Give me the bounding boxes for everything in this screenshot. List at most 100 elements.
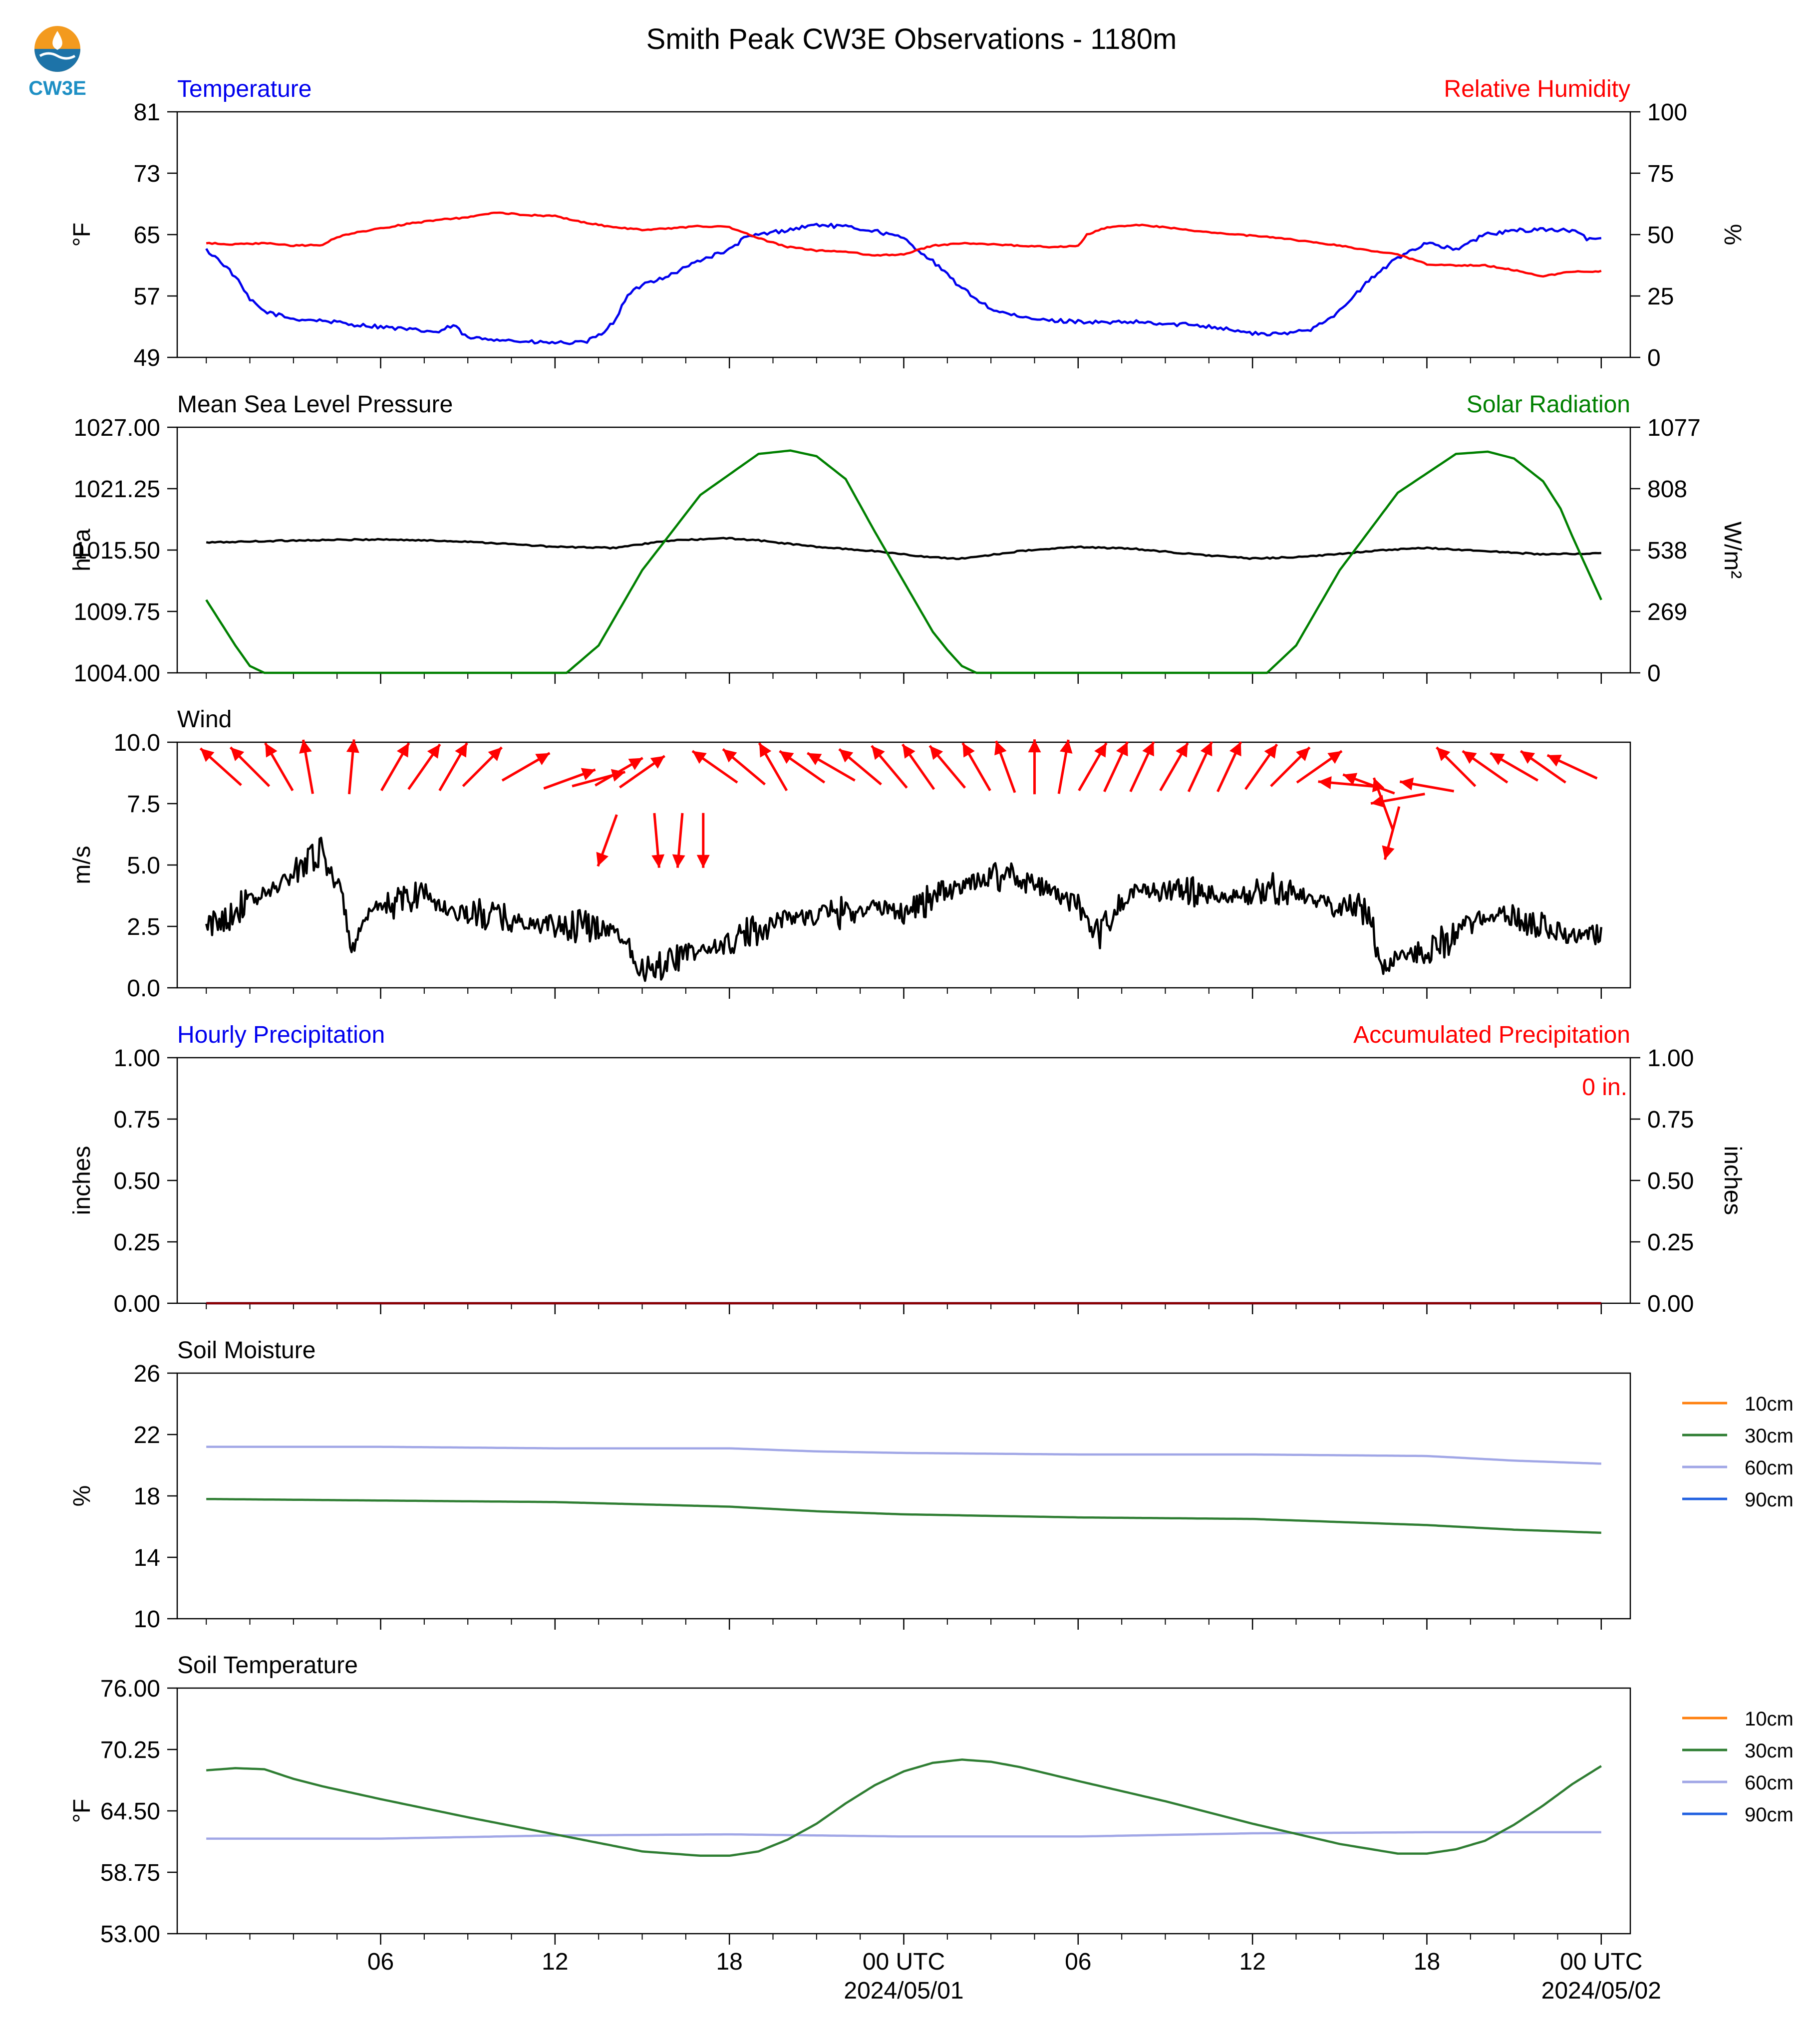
- y-tick-label: 53.00: [100, 1921, 160, 1948]
- panel-title-left: Soil Temperature: [177, 1652, 358, 1679]
- y-right-tick-label: 0: [1647, 345, 1661, 371]
- wind-arrow: [838, 748, 882, 786]
- wind-arrow: [902, 743, 935, 790]
- y-right-tick-label: 0: [1647, 660, 1661, 687]
- logo-water-icon: [34, 49, 80, 72]
- wind-arrow: [691, 750, 738, 784]
- wind-arrow-head: [200, 748, 215, 762]
- wind-arrow: [1270, 746, 1311, 787]
- wind-arrow-head: [1327, 751, 1342, 764]
- wind-arrow-head: [650, 756, 665, 769]
- wind-arrow-head: [488, 747, 502, 761]
- wind-arrow-head: [346, 739, 359, 753]
- wind-arrow: [758, 742, 788, 792]
- y-tick-label: 0.0: [127, 975, 160, 1002]
- wind-arrow: [501, 752, 551, 782]
- y-tick-label: 0.50: [114, 1168, 160, 1194]
- x-tick-label: 00 UTC: [1560, 1949, 1642, 1975]
- wind-arrow-head: [1229, 742, 1241, 757]
- wind-arrow-head: [581, 768, 596, 781]
- panel-soil-moisture: 10 14 18 22 26% Soil Moisture 10cm 30cm 60cm 90cm: [69, 1337, 1794, 1633]
- wind-arrow-head: [1372, 778, 1385, 793]
- wind-arrow: [1028, 739, 1041, 795]
- y-right-axis-label: W/m²: [1719, 522, 1746, 579]
- wind-arrow: [779, 750, 826, 784]
- series-line-solar-radiation: [205, 449, 1602, 674]
- y-right-tick-label: 269: [1647, 599, 1687, 625]
- wind-arrow: [380, 742, 410, 792]
- wind-arrow-head: [1296, 747, 1310, 761]
- plot-frame: [176, 1372, 1631, 1620]
- wind-arrow-head: [672, 854, 685, 868]
- panel-pressure-solar: 1004.00 1009.75 1015.50 1021.25 1027.00 0 269 5…: [69, 391, 1746, 687]
- series-line-temperature: [205, 223, 1602, 345]
- wind-arrow: [1057, 739, 1073, 794]
- wind-arrow: [1187, 741, 1213, 793]
- wind-arrow-head: [779, 751, 794, 764]
- panel-wind: 0.0 2.5 5.0 7.5 10.0 m/s Wind: [69, 706, 1631, 1002]
- y-axis-label: %: [69, 1485, 95, 1507]
- wind-arrow-head: [759, 743, 772, 758]
- cw3e-logo: CW3E: [28, 26, 86, 99]
- y-tick-label: 1015.50: [73, 538, 160, 564]
- wind-arrow-head: [1094, 743, 1107, 758]
- wind-arrow: [1382, 806, 1401, 860]
- legend-label: 90cm: [1745, 1489, 1794, 1511]
- wind-arrow-head: [1400, 777, 1414, 791]
- x-tick-label: 12: [1239, 1949, 1265, 1975]
- wind-arrow-head: [1382, 845, 1395, 860]
- x-tick-date: 2024/05/02: [1541, 1978, 1661, 2004]
- y-tick-label: 0.75: [114, 1107, 160, 1133]
- y-tick-label: 73: [134, 161, 160, 187]
- figure-title: Smith Peak CW3E Observations - 1180m: [646, 23, 1177, 55]
- x-tick-label: 18: [716, 1949, 742, 1975]
- y-tick-label: 0.00: [114, 1291, 160, 1317]
- y-right-tick-label: 1.00: [1647, 1045, 1694, 1072]
- y-right-tick-label: 0.00: [1647, 1291, 1694, 1317]
- y-right-axis-label: %: [1719, 224, 1746, 246]
- series-line-60cm: [206, 1831, 1601, 1840]
- wind-arrow-head: [962, 743, 975, 758]
- y-tick-label: 22: [134, 1422, 160, 1449]
- plot-frame: [176, 1687, 1631, 1935]
- legend-label: 30cm: [1745, 1425, 1794, 1447]
- wind-arrow-head: [1264, 744, 1277, 759]
- y-tick-label: 10.0: [114, 730, 160, 756]
- series-line-wind: [205, 837, 1603, 982]
- y-tick-label: 57: [134, 284, 160, 310]
- y-tick-label: 1.00: [114, 1045, 160, 1072]
- wind-arrow-head: [610, 769, 625, 782]
- y-tick-label: 14: [134, 1545, 160, 1571]
- panel-precip: 0.00 0.25 0.50 0.75 1.00 0.00 0.25 0.50 0.75 1.00…: [69, 1022, 1746, 1317]
- plot-frame: [176, 426, 1631, 674]
- y-right-tick-label: 75: [1647, 161, 1674, 187]
- series-line-30cm: [206, 1497, 1601, 1534]
- wind-arrow: [462, 746, 503, 787]
- wind-arrow-head: [692, 751, 707, 764]
- wind-arrow-head: [596, 852, 608, 867]
- wind-arrow-head: [396, 743, 409, 758]
- y-tick-label: 0.25: [114, 1229, 160, 1256]
- y-right-tick-label: 0.25: [1647, 1229, 1694, 1256]
- logo-wave-icon: [39, 52, 76, 60]
- wind-arrow: [1216, 741, 1242, 793]
- wind-arrow: [722, 748, 766, 786]
- y-right-axis-label: inches: [1719, 1146, 1746, 1215]
- wind-arrow: [229, 746, 271, 787]
- wind-arrow: [672, 813, 685, 868]
- y-tick-label: 81: [134, 99, 160, 126]
- wind-arrow-head: [1116, 742, 1128, 757]
- wind-arrow: [1296, 750, 1343, 784]
- wind-arrow: [994, 740, 1016, 793]
- wind-arrow: [651, 813, 665, 868]
- wind-arrow: [1370, 793, 1425, 808]
- y-axis-label: m/s: [69, 846, 95, 884]
- wind-arrow: [1103, 741, 1129, 793]
- logo-text: CW3E: [28, 77, 86, 99]
- y-tick-label: 26: [134, 1361, 160, 1387]
- x-tick-date: 2024/05/01: [844, 1978, 963, 2004]
- wind-arrow-head: [696, 855, 710, 868]
- wind-arrow-head: [1462, 751, 1477, 764]
- y-tick-label: 70.25: [100, 1737, 160, 1763]
